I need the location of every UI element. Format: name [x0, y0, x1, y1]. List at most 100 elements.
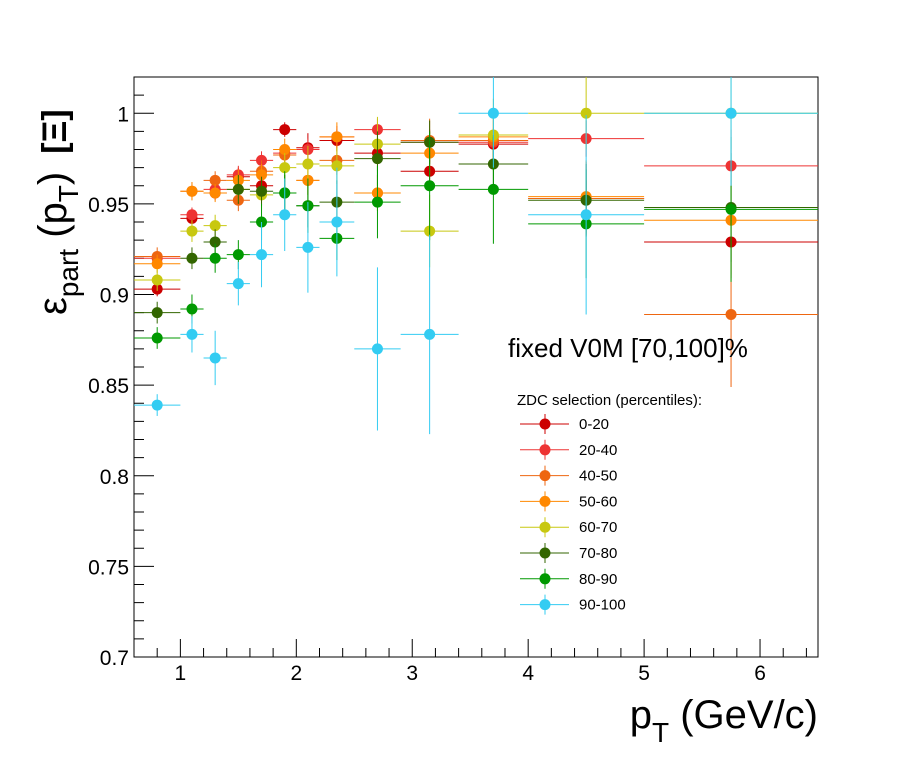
data-point — [424, 180, 436, 192]
data-point — [331, 216, 343, 228]
y-label-eps: ε — [31, 297, 75, 315]
legend-label: 70-80 — [579, 545, 617, 562]
data-point — [256, 249, 268, 261]
data-point — [151, 274, 163, 286]
data-point — [232, 249, 244, 261]
data-point — [209, 187, 221, 199]
data-point — [186, 185, 198, 197]
x-tick-label: 2 — [290, 662, 302, 685]
legend-marker — [539, 418, 551, 430]
data-point — [256, 185, 268, 197]
x-tick-label: 1 — [175, 662, 187, 685]
data-point — [725, 107, 737, 119]
legend-entry-40-50: 40-50 — [520, 465, 617, 486]
data-point — [151, 399, 163, 411]
legend-marker — [539, 521, 551, 533]
data-point — [232, 183, 244, 195]
legend-entry-50-60: 50-60 — [520, 491, 617, 512]
legend: 0-20 20-40 40-50 50-60 60-70 70-80 80-90 90-100 — [520, 414, 626, 615]
data-point — [331, 160, 343, 172]
legend-label: 90-100 — [579, 597, 626, 614]
legend-entry-90-100: 90-100 — [520, 594, 626, 615]
legend-label: 20-40 — [579, 442, 617, 459]
data-point — [209, 236, 221, 248]
data-point — [580, 107, 592, 119]
legend-marker — [539, 495, 551, 507]
y-axis-label: εpart (pT) [Ξ] — [31, 109, 84, 315]
data-point — [151, 332, 163, 344]
legend-title: ZDC selection (percentiles): — [517, 392, 702, 409]
data-point — [725, 203, 737, 215]
legend-marker — [539, 547, 551, 559]
data-point — [302, 241, 314, 253]
legend-label: 80-90 — [579, 571, 617, 588]
data-point — [209, 252, 221, 264]
data-point — [186, 303, 198, 315]
data-point — [151, 307, 163, 319]
y-label-close: ) — [31, 172, 75, 185]
data-point — [279, 144, 291, 155]
y-label-sub1: part — [53, 249, 84, 297]
data-point — [209, 220, 221, 232]
legend-marker — [539, 573, 551, 585]
data-point — [424, 328, 436, 340]
data-point — [186, 328, 198, 340]
x-tick-label: 4 — [522, 662, 534, 685]
legend-label: 60-70 — [579, 519, 617, 536]
legend-entry-60-70: 60-70 — [520, 517, 617, 538]
legend-marker — [539, 599, 551, 611]
data-point — [487, 107, 499, 119]
data-point — [186, 252, 198, 264]
data-point — [725, 308, 737, 320]
legend-entry-80-90: 80-90 — [520, 568, 617, 589]
x-label-rest: (GeV/c) — [669, 693, 818, 737]
legend-entry-0-20: 0-20 — [520, 414, 609, 434]
series-90-100 — [134, 77, 818, 435]
data-point — [186, 209, 198, 221]
y-tick-label: 0.9 — [100, 285, 129, 308]
data-point — [186, 225, 198, 237]
legend-marker — [539, 470, 551, 482]
data-point — [371, 343, 383, 355]
legend-entry-20-40: 20-40 — [520, 439, 617, 460]
axis-ticks: 1 2 3 4 5 6 0.7 0.75 0.8 0.85 0.9 0.95 1 — [88, 76, 807, 685]
x-label-sub: T — [652, 717, 669, 748]
series-70-80 — [134, 120, 818, 324]
x-label-p: p — [630, 693, 652, 737]
data-point — [279, 162, 291, 174]
data-point — [487, 183, 499, 195]
data-point — [209, 352, 221, 364]
y-tick-label: 0.95 — [88, 194, 129, 217]
x-axis-label: pT (GeV/c) — [630, 693, 818, 748]
y-tick-label: 0.7 — [100, 647, 129, 670]
data-point — [279, 124, 291, 136]
series-layer — [134, 77, 818, 435]
data-point — [371, 196, 383, 208]
data-point — [151, 258, 163, 270]
y-tick-label: 1 — [117, 103, 129, 126]
y-tick-label: 0.75 — [88, 556, 129, 579]
legend-label: 50-60 — [579, 493, 617, 510]
y-tick-label: 0.85 — [88, 375, 129, 398]
y-label-mid: (p — [31, 202, 75, 249]
y-label-sub2: T — [53, 185, 84, 202]
x-tick-label: 3 — [406, 662, 418, 685]
legend-marker — [539, 444, 551, 456]
data-point — [232, 278, 244, 290]
x-tick-label: 5 — [638, 662, 650, 685]
chart-annotation: fixed V0M [70,100]% — [508, 333, 748, 363]
legend-label: 40-50 — [579, 468, 617, 485]
data-point — [209, 174, 221, 186]
data-point — [331, 131, 343, 143]
y-label-particle: [Ξ] — [36, 109, 74, 154]
data-point — [302, 158, 314, 170]
x-tick-label: 6 — [754, 662, 766, 685]
y-tick-label: 0.8 — [100, 466, 129, 489]
data-point — [256, 169, 268, 181]
data-point — [371, 153, 383, 165]
legend-label: 0-20 — [579, 416, 609, 433]
legend-entry-70-80: 70-80 — [520, 543, 617, 563]
data-point — [580, 209, 592, 221]
